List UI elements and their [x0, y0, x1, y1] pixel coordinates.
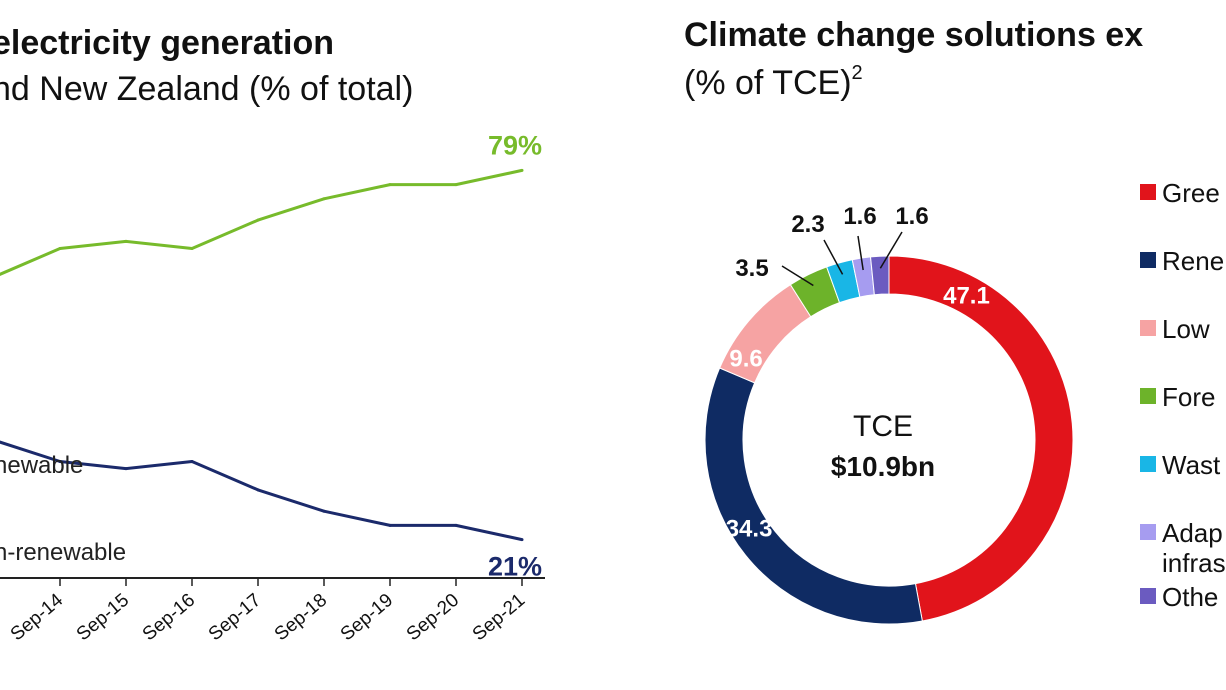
donut-chart-title: Climate change solutions ex — [684, 16, 1144, 54]
data-point — [322, 509, 326, 513]
data-point — [454, 183, 458, 187]
series-line-renewable — [0, 168, 523, 276]
legend-swatch — [1140, 184, 1156, 200]
legend-item: Fore — [1140, 382, 1215, 412]
data-point — [256, 218, 260, 222]
series-name-label: n-renewable — [0, 539, 126, 566]
legend-label: Wast — [1162, 450, 1221, 480]
data-point — [190, 460, 194, 463]
legend-swatch — [1140, 252, 1156, 268]
x-tick-label: Sep-18 — [271, 590, 331, 645]
data-point — [520, 538, 524, 542]
end-value-label: 79% — [488, 130, 542, 160]
legend-label: Gree — [1162, 178, 1220, 208]
legend-swatch — [1140, 588, 1156, 604]
legend-label: Othe — [1162, 582, 1219, 612]
donut-chart-subtitle: (% of TCE)2 — [684, 62, 863, 103]
data-point — [124, 467, 128, 471]
donut-slice — [888, 255, 1074, 622]
legend-item: Wast — [1140, 450, 1220, 480]
leader-line — [781, 265, 814, 287]
slice-value-label: 1.6 — [843, 203, 876, 230]
data-point — [388, 183, 392, 187]
leader-line — [879, 231, 903, 269]
leader-line — [857, 235, 864, 271]
legend-item: Gree — [1140, 178, 1220, 208]
leader-line — [823, 239, 844, 275]
x-tick-label: Sep-15 — [73, 590, 133, 645]
donut-center-label: TCE — [853, 410, 913, 443]
donut-slice — [869, 255, 890, 296]
legend-item: Othe — [1140, 582, 1218, 612]
data-point — [58, 247, 62, 250]
legend-label: Low — [1162, 314, 1210, 344]
x-tick-label: Sep-17 — [205, 590, 265, 645]
x-tick-label: Sep-20 — [403, 590, 463, 645]
data-point — [520, 168, 524, 172]
legend-label: Fore — [1162, 382, 1216, 412]
donut-slice — [704, 367, 923, 625]
donut-center-value: $10.9bn — [831, 451, 935, 482]
legend-swatch — [1140, 388, 1156, 404]
end-value-label: 21% — [488, 552, 542, 582]
slice-value-label: 3.5 — [735, 255, 768, 282]
data-point — [124, 239, 128, 243]
line-chart-title: electricity generation — [0, 24, 335, 62]
slice-value-label: 9.6 — [729, 346, 762, 373]
data-point — [454, 523, 458, 527]
legend-item: Low — [1140, 314, 1210, 344]
slice-value-label: 2.3 — [791, 211, 824, 238]
data-point — [190, 247, 194, 250]
x-tick-label: Sep-14 — [7, 589, 68, 645]
legend-swatch — [1140, 524, 1156, 540]
data-point — [388, 523, 392, 527]
donut-chart-subtitle-text: (% of TCE) — [684, 64, 852, 102]
legend-item: Rene — [1140, 246, 1224, 276]
footnote-marker: 2 — [851, 62, 863, 84]
x-tick-label: Sep-19 — [337, 590, 397, 645]
legend-label: Rene — [1162, 246, 1225, 276]
slice-value-label: 34.3 — [726, 515, 773, 542]
legend-swatch — [1140, 320, 1156, 336]
line-chart-subtitle: nd New Zealand (% of total) — [0, 70, 414, 108]
slice-value-label: 47.1 — [943, 282, 990, 309]
legend-swatch — [1140, 456, 1156, 472]
series-name-label: newable — [0, 452, 83, 479]
x-tick-label: Sep-21 — [469, 590, 529, 645]
data-point — [256, 488, 260, 492]
slice-value-label: 1.6 — [895, 203, 928, 230]
legend-item: Adap infras — [1140, 518, 1226, 578]
legend-label: Adap infras — [1162, 518, 1226, 578]
data-point — [322, 197, 326, 201]
x-tick-label: Sep-16 — [139, 590, 199, 645]
data-point — [58, 460, 62, 463]
